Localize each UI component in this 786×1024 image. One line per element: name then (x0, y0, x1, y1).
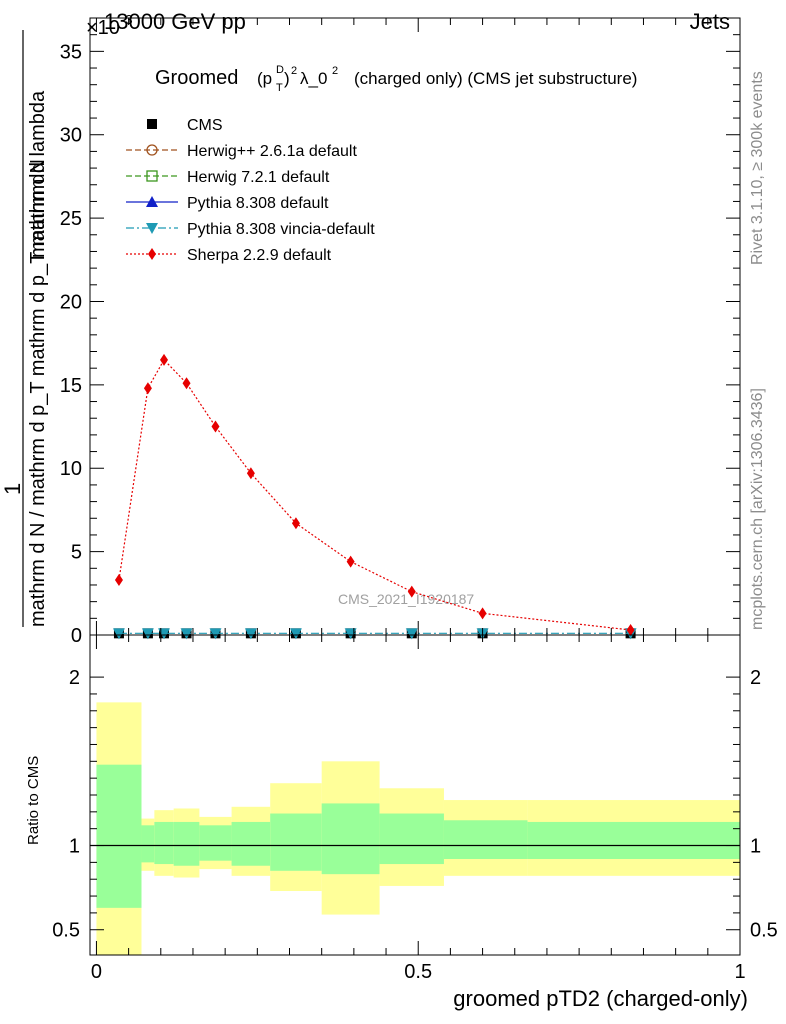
plot-title-main: Groomed (155, 67, 238, 89)
main-ytick-label: 0 (71, 625, 82, 647)
energy-label: 13000 GeV pp (104, 9, 246, 34)
point-sherpa-2-2-9-default (182, 377, 191, 390)
main-ytick-label: 20 (60, 291, 82, 313)
legend-label-herwig-7-2-1-default: Herwig 7.2.1 default (187, 169, 330, 186)
legend-marker-pythia-8-308-default (146, 196, 158, 207)
ratio-band-inner (527, 821, 740, 859)
point-pythia-8-308-vincia-default (209, 628, 222, 640)
point-sherpa-2-2-9-default (626, 623, 635, 636)
point-sherpa-2-2-9-default (114, 573, 123, 586)
svg-text:(p: (p (257, 69, 272, 88)
main-axes: 0 5 10 15 20 25 30 35 (60, 17, 741, 647)
plot-title-rest: (charged only) (CMS jet substructure) (354, 69, 637, 88)
point-sherpa-2-2-9-default (346, 555, 355, 568)
point-pythia-8-308-vincia-default (180, 628, 193, 640)
ratio-ytick-label: 0.5 (52, 920, 80, 942)
ratio-ytick-label: 0.5 (750, 920, 778, 942)
point-sherpa-2-2-9-default (160, 353, 169, 366)
svg-text:): ) (284, 69, 290, 88)
legend-label-herwig-2-6-1a-default: Herwig++ 2.6.1a default (187, 143, 357, 160)
svg-text:λ_0: λ_0 (300, 69, 327, 88)
point-sherpa-2-2-9-default (143, 382, 152, 395)
ratio-band-inner (141, 825, 155, 863)
legend-marker-pythia-8-308-vincia-default (146, 223, 158, 234)
point-sherpa-2-2-9-default (246, 467, 255, 480)
point-sherpa-2-2-9-default (478, 607, 487, 620)
series-line-sherpa-2-2-9-default (118, 358, 631, 631)
ratio-band-inner (270, 813, 322, 871)
main-ytick-label: 35 (60, 41, 82, 63)
svg-text:2: 2 (332, 65, 338, 77)
point-sherpa-2-2-9-default (211, 420, 220, 433)
ratio-ylabel: Ratio to CMS (25, 756, 42, 845)
plot-title-formula: (p D T ) 2 λ_0 2 (257, 64, 338, 94)
xtick-label: 0.5 (404, 961, 432, 983)
main-frame (89, 17, 741, 636)
svg-text:2: 2 (291, 65, 297, 77)
ratio-band-inner (96, 764, 142, 908)
main-ytick-label: 5 (71, 542, 82, 564)
svg-text:T: T (276, 82, 283, 94)
ratio-band-inner (173, 821, 200, 866)
exponent-label: ×10 (86, 17, 120, 39)
ratio-band-inner (443, 820, 528, 859)
ratio-band-inner (321, 803, 380, 875)
point-sherpa-2-2-9-default (407, 585, 416, 598)
legend-label-pythia-8-308-vincia-default: Pythia 8.308 vincia-default (187, 221, 375, 238)
point-pythia-8-308-vincia-default (405, 628, 418, 640)
main-marks (112, 353, 637, 640)
rivet-label: Rivet 3.1.10, ≥ 300k events (749, 71, 766, 265)
mcplots-label: mcplots.cern.ch [arXiv:1306.3436] (749, 388, 766, 630)
ratio-band-inner (199, 825, 232, 861)
ratio-panel: 0.5 0.51 12 20 0.5 1 Ratio to CMS groomed pTD… (25, 634, 778, 1011)
legend-marker-cms (147, 119, 157, 129)
svg-text:D: D (276, 64, 284, 76)
point-pythia-8-308-vincia-default (112, 628, 125, 640)
analysis-watermark: CMS_2021_I1920187 (338, 591, 474, 607)
legend-label-pythia-8-308-default: Pythia 8.308 default (187, 195, 329, 212)
legend-label-cms: CMS (187, 117, 223, 134)
main-ytick-label: 30 (60, 125, 82, 147)
ratio-band-inner (154, 821, 174, 865)
ratio-bands (90, 702, 740, 955)
legend: CMS Herwig++ 2.6.1a default Herwig 7.2.1 d… (126, 117, 375, 264)
ylabel-fraction-top: 1 (0, 483, 25, 495)
point-sherpa-2-2-9-default (291, 517, 300, 530)
xaxis-label: groomed pTD2 (charged-only) (453, 986, 748, 1011)
legend-label-sherpa-2-2-9-default: Sherpa 2.2.9 default (187, 247, 332, 264)
legend-marker-sherpa-2-2-9-default (148, 248, 156, 260)
ratio-band-inner (231, 821, 271, 866)
ylabel-denominator: mathrm d N / mathrm d p_T mathrm d p_T m… (27, 90, 49, 627)
ratio-band-inner (379, 813, 444, 865)
ratio-ytick-label: 2 (750, 667, 761, 689)
xtick-label: 0 (91, 961, 102, 983)
point-pythia-8-308-vincia-default (141, 628, 154, 640)
main-ytick-label: 10 (60, 458, 82, 480)
exponent-power: -3 (121, 12, 133, 27)
legend-marker-herwig-7-2-1-default (146, 170, 158, 182)
ylabel-numerator: mathrm dN (27, 159, 49, 258)
point-pythia-8-308-vincia-default (289, 628, 302, 640)
legend-marker-herwig-2-6-1a-default (146, 144, 158, 156)
category-label: Jets (690, 9, 730, 34)
main-ytick-label: 15 (60, 375, 82, 397)
ratio-ytick-label: 1 (750, 836, 761, 858)
xtick-label: 1 (734, 961, 745, 983)
ratio-ytick-label: 2 (69, 667, 80, 689)
ratio-ytick-label: 1 (69, 836, 80, 858)
point-pythia-8-308-vincia-default (244, 628, 257, 640)
main-ytick-label: 25 (60, 208, 82, 230)
ratio-axes: 0.5 0.51 12 20 0.5 1 (52, 635, 778, 983)
main-panel: Groomed (p D T ) 2 λ_0 2 (charged only) … (0, 17, 741, 647)
